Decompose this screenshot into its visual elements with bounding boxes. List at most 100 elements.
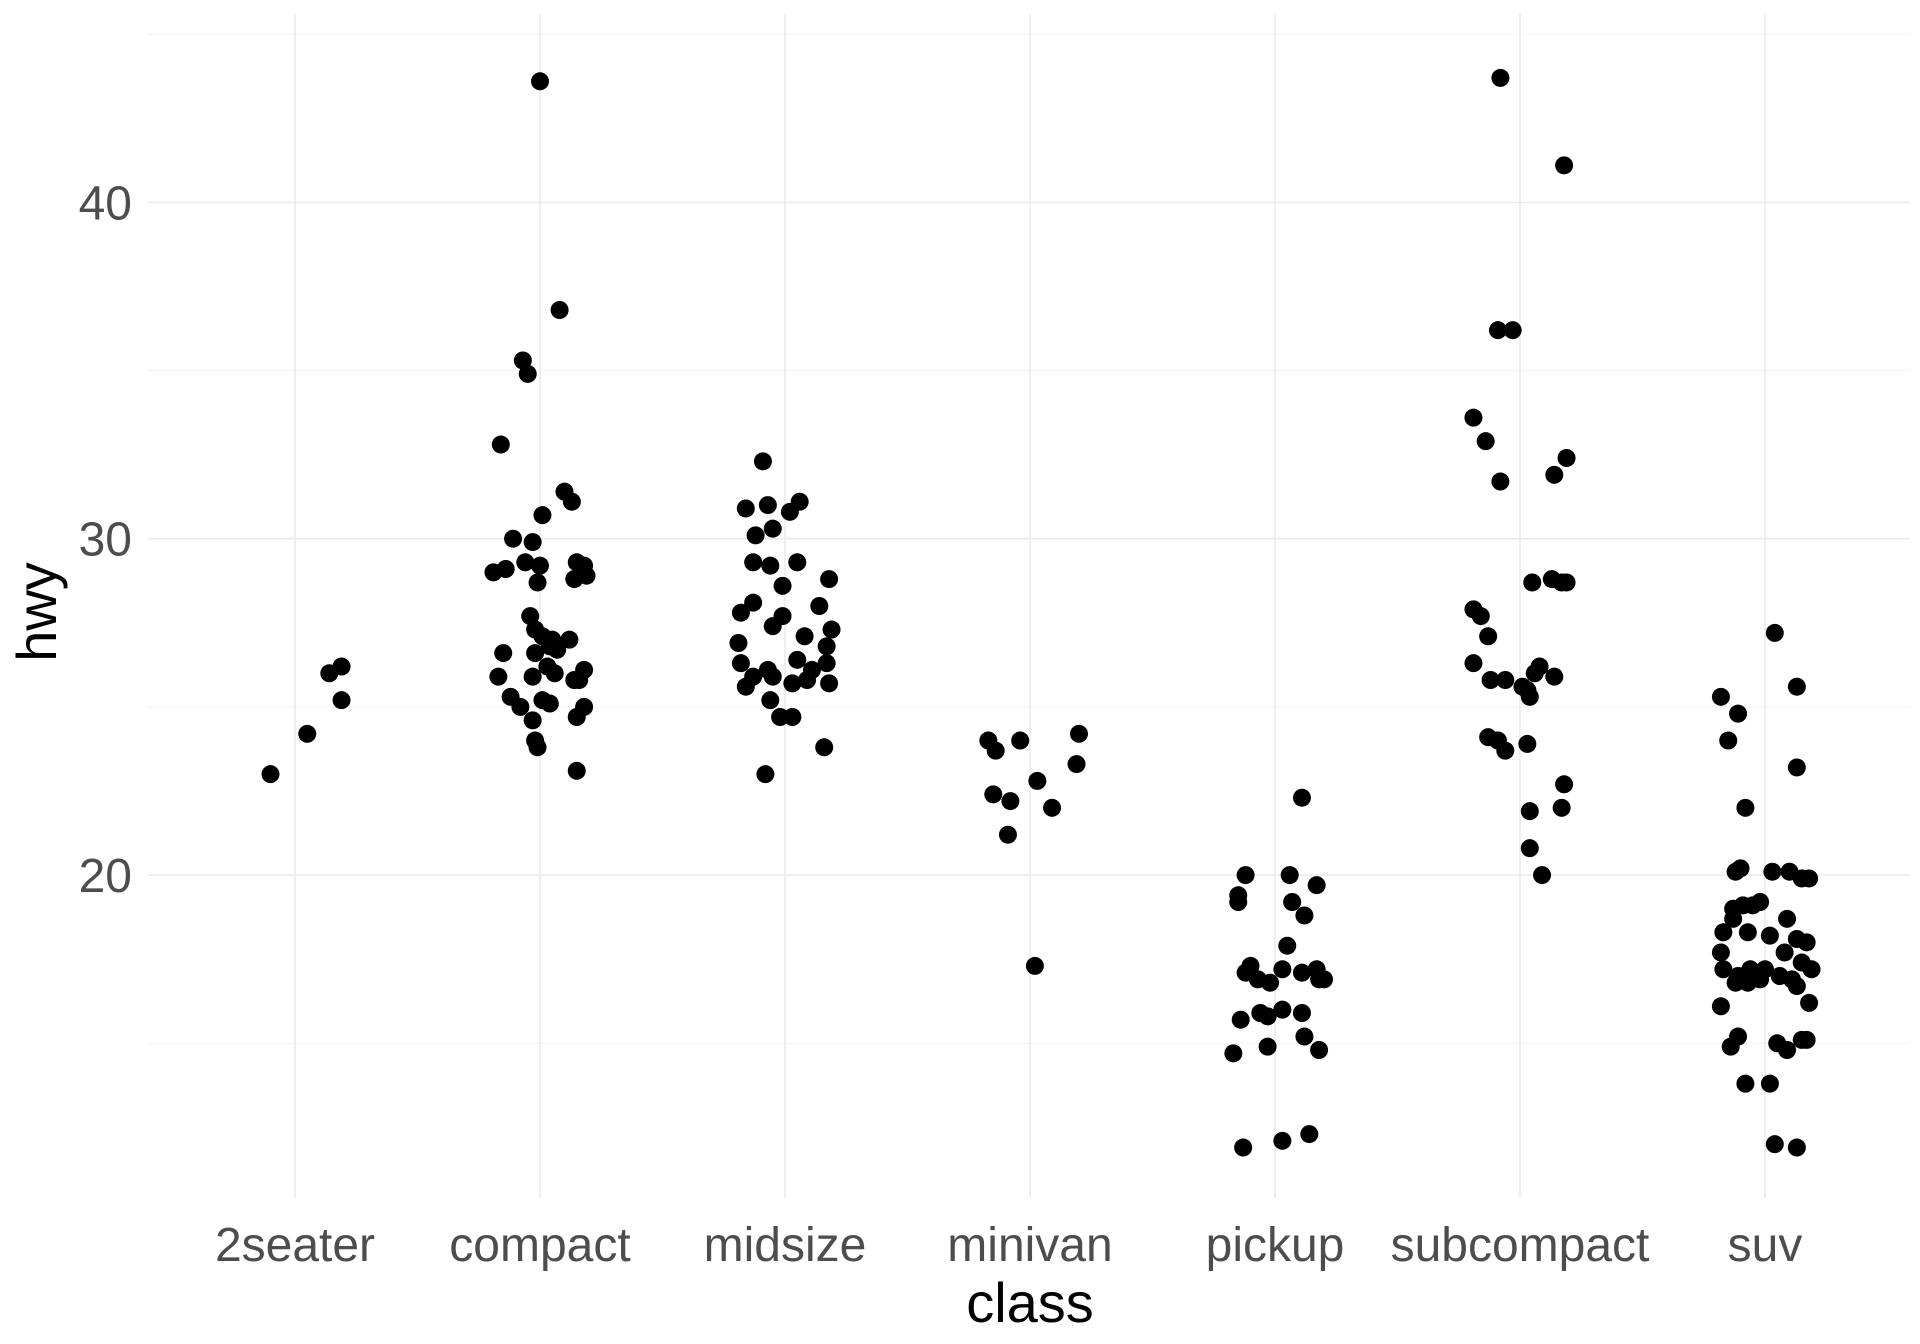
data-point bbox=[1491, 68, 1510, 87]
data-point bbox=[1751, 893, 1770, 911]
data-point bbox=[1067, 755, 1086, 774]
data-point bbox=[516, 553, 535, 572]
data-point bbox=[567, 708, 586, 726]
data-point bbox=[523, 711, 542, 730]
data-point bbox=[1464, 654, 1483, 673]
data-point bbox=[783, 674, 802, 693]
data-point bbox=[548, 640, 567, 659]
data-point bbox=[1292, 963, 1311, 982]
data-point bbox=[1545, 465, 1564, 484]
data-point bbox=[528, 573, 547, 592]
data-point bbox=[1525, 664, 1544, 683]
data-point bbox=[523, 667, 542, 686]
data-point bbox=[817, 637, 836, 656]
data-point bbox=[1733, 896, 1752, 915]
data-point bbox=[729, 634, 748, 652]
data-point bbox=[761, 556, 780, 575]
x-tick-label: pickup bbox=[1206, 1219, 1345, 1272]
data-point bbox=[753, 452, 772, 471]
data-point bbox=[1711, 943, 1730, 962]
data-point bbox=[1736, 798, 1755, 817]
data-point bbox=[562, 492, 581, 511]
data-point bbox=[567, 761, 586, 780]
data-point bbox=[1295, 906, 1314, 925]
data-point bbox=[744, 553, 763, 572]
data-point bbox=[1729, 704, 1748, 723]
x-axis-title: class bbox=[966, 1271, 1094, 1334]
data-point bbox=[763, 617, 782, 636]
data-point bbox=[511, 697, 530, 716]
data-point bbox=[1724, 909, 1743, 928]
data-point bbox=[1043, 798, 1062, 817]
data-point bbox=[1496, 671, 1515, 689]
y-tick-label: 20 bbox=[79, 850, 132, 903]
data-point bbox=[1273, 1000, 1292, 1019]
data-point bbox=[1481, 671, 1500, 689]
data-point bbox=[998, 825, 1017, 844]
data-point bbox=[1787, 1138, 1806, 1157]
data-point bbox=[332, 691, 351, 710]
data-point bbox=[489, 667, 508, 686]
data-point bbox=[1800, 869, 1819, 888]
data-point bbox=[298, 724, 317, 743]
data-point bbox=[763, 667, 782, 686]
data-point bbox=[795, 627, 814, 646]
data-point bbox=[1765, 1135, 1784, 1154]
data-point bbox=[1464, 408, 1483, 427]
data-point bbox=[1310, 1041, 1329, 1059]
data-point bbox=[531, 72, 549, 91]
data-point bbox=[1787, 677, 1806, 696]
x-tick-label: 2seater bbox=[215, 1219, 375, 1272]
data-point bbox=[1476, 432, 1495, 451]
data-point bbox=[1751, 970, 1770, 989]
data-point bbox=[1471, 607, 1490, 626]
data-point bbox=[758, 496, 777, 515]
data-point bbox=[788, 650, 807, 669]
data-point bbox=[1491, 472, 1510, 491]
data-point bbox=[504, 529, 523, 548]
data-point bbox=[1231, 1010, 1250, 1029]
y-tick-label: 30 bbox=[79, 514, 132, 567]
data-point bbox=[1775, 943, 1794, 962]
x-tick-label: suv bbox=[1728, 1219, 1803, 1272]
data-point bbox=[761, 691, 780, 710]
data-point bbox=[1273, 1131, 1292, 1150]
data-point bbox=[1557, 449, 1576, 467]
data-point bbox=[565, 570, 584, 589]
data-point bbox=[1496, 741, 1515, 760]
data-point bbox=[1765, 623, 1784, 642]
data-point bbox=[1714, 923, 1733, 942]
data-point bbox=[1802, 960, 1821, 979]
data-point bbox=[1258, 1037, 1277, 1056]
data-point bbox=[746, 526, 765, 545]
data-point bbox=[986, 741, 1005, 760]
data-point bbox=[1721, 1037, 1740, 1056]
data-point bbox=[1278, 936, 1297, 955]
data-point bbox=[494, 644, 513, 663]
data-point bbox=[736, 677, 755, 696]
data-point bbox=[1292, 1004, 1311, 1022]
data-point bbox=[1787, 758, 1806, 777]
x-axis-ticks: 2seater compact midsize minivan pickup subcom… bbox=[215, 1219, 1802, 1272]
data-point bbox=[773, 576, 792, 595]
data-point bbox=[810, 597, 829, 615]
data-point bbox=[1555, 156, 1574, 175]
data-point bbox=[1719, 731, 1738, 750]
data-point bbox=[484, 563, 503, 582]
data-point bbox=[1778, 1041, 1797, 1059]
data-point bbox=[1787, 977, 1806, 996]
data-point bbox=[1224, 1044, 1243, 1063]
x-tick-label: compact bbox=[449, 1219, 630, 1272]
data-point bbox=[540, 694, 559, 713]
data-point bbox=[1280, 866, 1299, 885]
y-tick-label: 40 bbox=[79, 177, 132, 230]
data-point bbox=[1778, 909, 1797, 928]
minor-gridlines bbox=[148, 33, 1910, 1044]
data-points bbox=[261, 68, 1821, 1157]
data-point bbox=[1315, 970, 1333, 989]
data-point bbox=[1520, 802, 1539, 821]
data-point bbox=[1307, 876, 1326, 895]
data-point bbox=[1025, 956, 1044, 975]
data-point bbox=[1797, 1030, 1816, 1049]
y-axis-title: hwy bbox=[5, 562, 68, 662]
